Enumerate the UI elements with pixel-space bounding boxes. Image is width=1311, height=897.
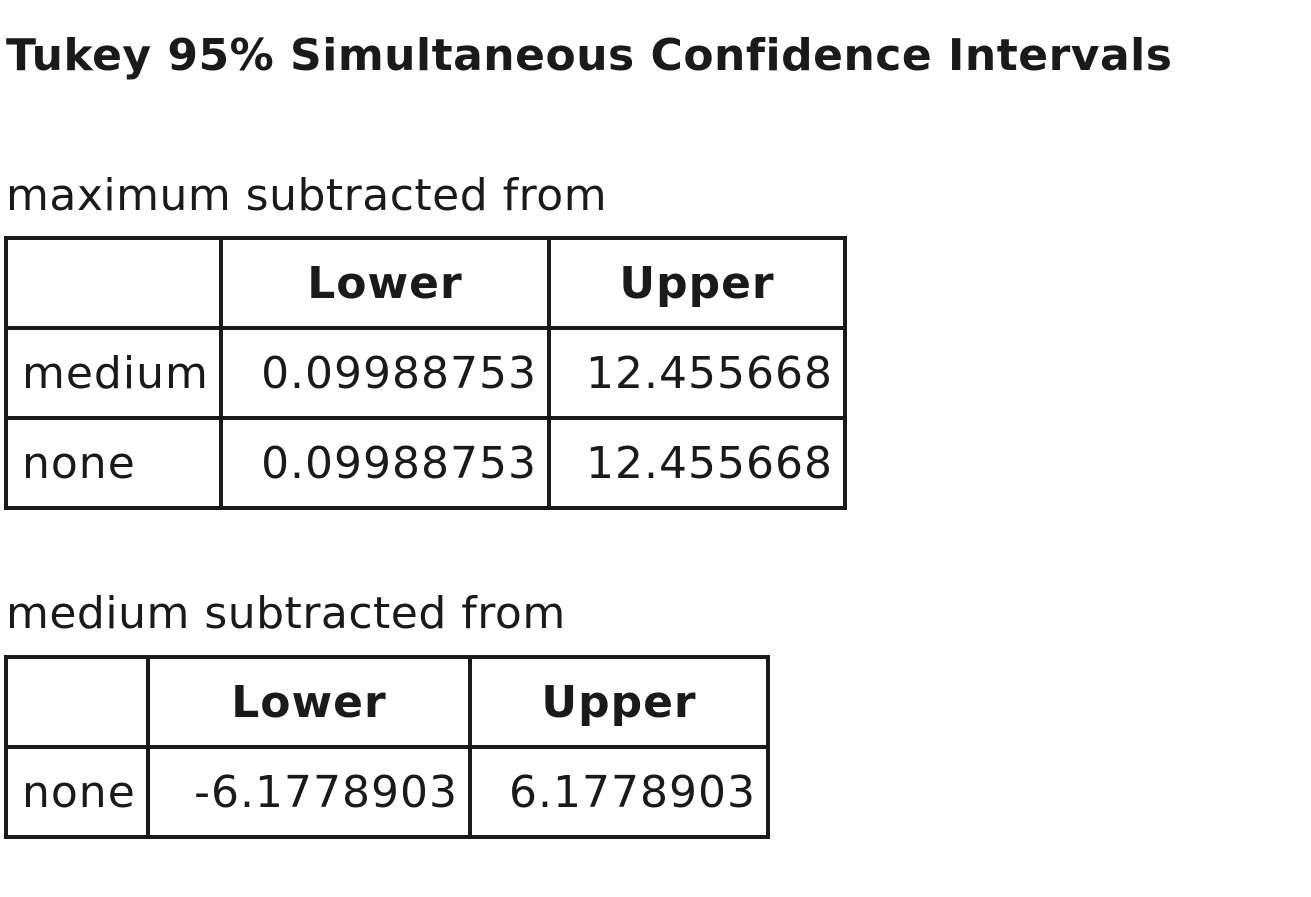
- lower-column-header: Lower: [146, 655, 472, 749]
- table-header-row: Lower Upper: [4, 236, 847, 330]
- upper-value: 12.455668: [547, 326, 847, 420]
- upper-value: 6.1778903: [468, 745, 770, 839]
- lower-value: 0.09988753: [219, 416, 551, 510]
- corner-header-cell: [4, 655, 150, 749]
- corner-header-cell: [4, 236, 223, 330]
- table-header-row: Lower Upper: [4, 655, 770, 749]
- row-label: medium: [4, 326, 223, 420]
- table-row: none 0.09988753 12.455668: [4, 416, 847, 510]
- lower-value: 0.09988753: [219, 326, 551, 420]
- table-row: none -6.1778903 6.1778903: [4, 745, 770, 839]
- lower-value: -6.1778903: [146, 745, 472, 839]
- table-caption-maximum: maximum subtracted from: [6, 170, 608, 221]
- row-label: none: [4, 416, 223, 510]
- upper-column-header: Upper: [468, 655, 770, 749]
- upper-value: 12.455668: [547, 416, 847, 510]
- table-caption-medium: medium subtracted from: [6, 588, 566, 639]
- upper-column-header: Upper: [547, 236, 847, 330]
- table-row: medium 0.09988753 12.455668: [4, 326, 847, 420]
- confidence-interval-table-medium: Lower Upper none -6.1778903 6.1778903: [4, 655, 770, 839]
- row-label: none: [4, 745, 150, 839]
- lower-column-header: Lower: [219, 236, 551, 330]
- confidence-interval-table-maximum: Lower Upper medium 0.09988753 12.455668 …: [4, 236, 847, 510]
- report-title: Tukey 95% Simultaneous Confidence Interv…: [6, 30, 1173, 81]
